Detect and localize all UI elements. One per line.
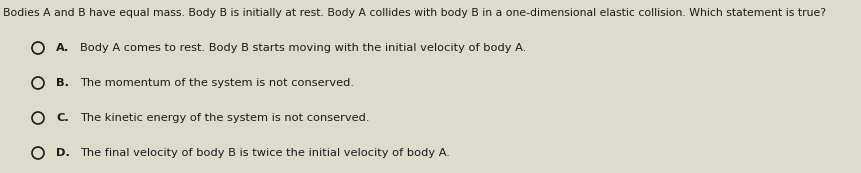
Text: C.: C. — [56, 113, 69, 123]
Text: A.: A. — [56, 43, 69, 53]
Text: Bodies A and B have equal mass. Body B is initially at rest. Body A collides wit: Bodies A and B have equal mass. Body B i… — [3, 8, 826, 18]
Text: The final velocity of body B is twice the initial velocity of body A.: The final velocity of body B is twice th… — [80, 148, 449, 158]
Text: D.: D. — [56, 148, 70, 158]
Text: The momentum of the system is not conserved.: The momentum of the system is not conser… — [80, 78, 354, 88]
Text: B.: B. — [56, 78, 69, 88]
Text: The kinetic energy of the system is not conserved.: The kinetic energy of the system is not … — [80, 113, 369, 123]
Text: Body A comes to rest. Body B starts moving with the initial velocity of body A.: Body A comes to rest. Body B starts movi… — [80, 43, 525, 53]
